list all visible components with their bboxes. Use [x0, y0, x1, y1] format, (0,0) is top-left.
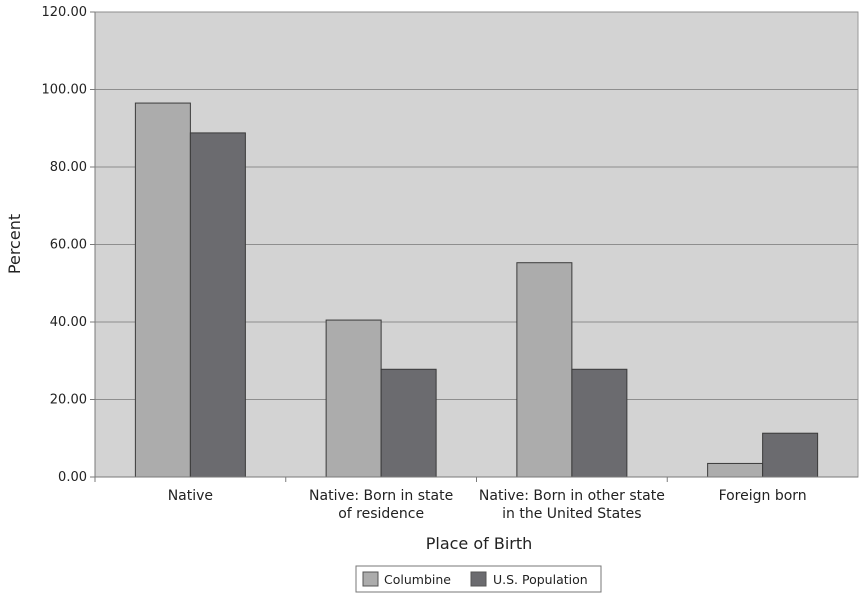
legend: Columbine U.S. Population: [355, 565, 602, 593]
x-category-label: of residence: [338, 506, 424, 522]
x-category-label: in the United States: [502, 506, 641, 522]
bar-u-s-population-0: [189, 132, 246, 478]
y-axis-ticks: 0.00 20.00 40.00 60.00 80.00 100.00 120.00: [42, 5, 95, 485]
bars: [134, 102, 819, 478]
bar-columbine-0: [134, 102, 191, 478]
bar-columbine-1: [325, 319, 382, 478]
x-category-label: Foreign born: [719, 488, 807, 504]
legend-swatch-columbine: [362, 571, 379, 587]
x-axis-title: Place of Birth: [426, 534, 533, 553]
x-category-label: Native: Born in state: [309, 488, 453, 504]
legend-label-columbine: Columbine: [384, 572, 451, 587]
y-tick-label: 100.00: [42, 83, 88, 98]
legend-swatch-us-population: [470, 571, 487, 587]
y-tick-label: 0.00: [58, 470, 87, 485]
bar-columbine-3: [707, 462, 764, 478]
y-axis-title: Percent: [5, 214, 24, 274]
x-axis-labels: Native Native: Born in state of residence N…: [94, 477, 807, 522]
y-tick-label: 60.00: [50, 238, 87, 253]
bar-u-s-population-3: [762, 432, 819, 478]
x-category-label: Native: Born in other state: [479, 488, 665, 504]
bar-u-s-population-1: [380, 368, 437, 478]
y-tick-label: 40.00: [50, 315, 87, 330]
legend-label-us-population: U.S. Population: [493, 572, 588, 587]
bar-columbine-2: [516, 262, 573, 478]
y-tick-label: 80.00: [50, 160, 87, 175]
bar-u-s-population-2: [571, 368, 628, 478]
x-category-label: Native: [168, 488, 213, 504]
y-tick-label: 120.00: [42, 5, 88, 20]
y-tick-label: 20.00: [50, 393, 87, 408]
